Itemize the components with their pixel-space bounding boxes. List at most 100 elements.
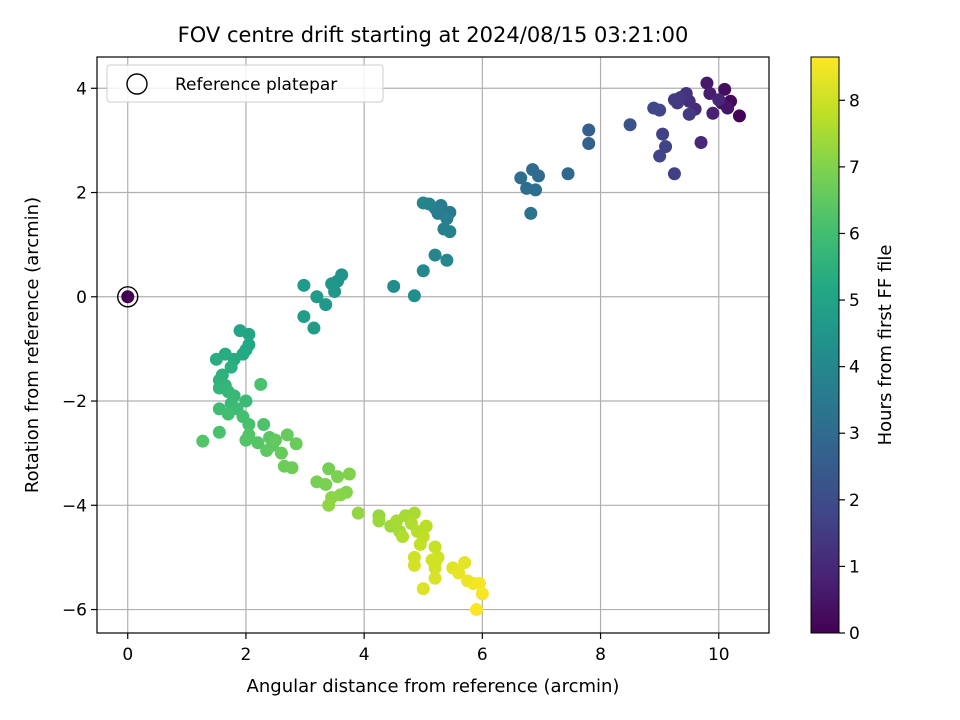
data-point xyxy=(407,289,421,303)
colorbar-tick-label: 2 xyxy=(849,491,860,511)
data-point xyxy=(242,417,256,431)
data-point xyxy=(413,537,427,551)
data-point xyxy=(372,514,386,528)
data-point xyxy=(251,436,265,450)
data-point xyxy=(224,360,238,374)
data-point xyxy=(322,498,336,512)
data-point xyxy=(407,506,421,520)
colorbar: 0 1 2 3 4 5 6 7 8 Hours from first FF file xyxy=(810,56,896,644)
data-point xyxy=(268,433,282,447)
data-point xyxy=(721,101,735,115)
x-tick-label: 2 xyxy=(241,645,252,665)
data-point xyxy=(718,82,732,96)
y-tick-label: 4 xyxy=(76,79,87,99)
data-point xyxy=(659,140,673,154)
data-point xyxy=(351,506,365,520)
colorbar-tick-label: 7 xyxy=(849,158,860,178)
data-point xyxy=(732,109,746,123)
colorbar-label: Hours from first FF file xyxy=(875,245,896,446)
data-point xyxy=(285,461,299,475)
data-point xyxy=(443,225,457,239)
colorbar-tick-label: 8 xyxy=(849,91,860,111)
data-point xyxy=(289,437,303,451)
data-point xyxy=(582,137,596,151)
data-point xyxy=(653,149,667,163)
chart-title: FOV centre drift starting at 2024/08/15 … xyxy=(178,23,689,47)
data-point xyxy=(221,407,235,421)
x-tick-label: 10 xyxy=(708,645,730,665)
data-point xyxy=(274,446,288,460)
x-tick-label: 0 xyxy=(122,645,133,665)
data-point xyxy=(440,253,454,267)
data-point xyxy=(667,93,681,107)
colorbar-tick-label: 4 xyxy=(849,358,860,378)
legend-box xyxy=(106,64,384,103)
data-point xyxy=(319,298,333,312)
data-point xyxy=(297,278,311,292)
data-points xyxy=(196,76,746,617)
y-tick-label: −4 xyxy=(62,496,87,516)
data-point xyxy=(209,352,223,366)
data-point xyxy=(623,118,637,132)
data-point xyxy=(428,571,442,585)
colorbar-ticks: 0 1 2 3 4 5 6 7 8 xyxy=(839,91,860,644)
data-point xyxy=(694,135,708,149)
data-point xyxy=(307,321,321,335)
data-point xyxy=(475,587,489,601)
data-point xyxy=(428,561,442,575)
data-point xyxy=(328,285,342,299)
plot-frame xyxy=(96,56,770,634)
data-point xyxy=(428,248,442,262)
data-point xyxy=(396,530,410,544)
colorbar-tick-label: 6 xyxy=(849,224,860,244)
data-point xyxy=(239,394,253,408)
data-point xyxy=(526,163,540,177)
y-axis-ticks: −6 −4 −2 0 2 4 xyxy=(62,79,97,621)
data-point xyxy=(656,127,670,141)
data-point xyxy=(260,444,274,458)
data-point xyxy=(331,470,345,484)
data-point xyxy=(682,107,696,121)
data-point xyxy=(524,206,538,220)
data-point xyxy=(582,123,596,137)
y-tick-label: 0 xyxy=(76,288,87,308)
y-tick-label: −2 xyxy=(62,392,87,412)
data-point xyxy=(529,183,543,197)
data-point xyxy=(297,310,311,324)
colorbar-tick-label: 0 xyxy=(849,624,860,644)
x-axis-label: Angular distance from reference (arcmin) xyxy=(247,676,620,697)
data-point xyxy=(458,556,472,570)
data-point xyxy=(310,290,324,304)
reference-point-ring xyxy=(117,286,139,308)
data-point xyxy=(647,101,661,115)
reference-point xyxy=(117,286,139,308)
x-tick-label: 8 xyxy=(595,645,606,665)
colorbar-tick-label: 3 xyxy=(849,424,860,444)
data-point xyxy=(469,603,483,617)
data-point xyxy=(416,196,430,210)
colorbar-strip xyxy=(810,56,840,634)
legend-marker xyxy=(126,73,148,95)
data-point xyxy=(196,434,210,448)
data-point xyxy=(419,519,433,533)
data-point xyxy=(472,576,486,590)
x-tick-label: 6 xyxy=(477,645,488,665)
data-point xyxy=(416,582,430,596)
data-point xyxy=(452,566,466,580)
x-axis-ticks: 0 2 4 6 8 10 xyxy=(122,633,730,665)
colorbar-tick-label: 1 xyxy=(849,557,860,577)
data-point xyxy=(667,167,681,181)
legend: Reference platepar xyxy=(106,64,384,103)
data-point xyxy=(257,417,271,431)
data-point xyxy=(342,467,356,481)
data-point xyxy=(407,558,421,572)
data-point xyxy=(428,540,442,554)
x-tick-label: 4 xyxy=(359,645,370,665)
data-point xyxy=(322,462,336,476)
data-point xyxy=(514,171,528,185)
colorbar-tick-label: 5 xyxy=(849,291,860,311)
data-point xyxy=(280,428,294,442)
data-point xyxy=(416,264,430,278)
legend-entry-reference-platepar: Reference platepar xyxy=(175,75,337,95)
